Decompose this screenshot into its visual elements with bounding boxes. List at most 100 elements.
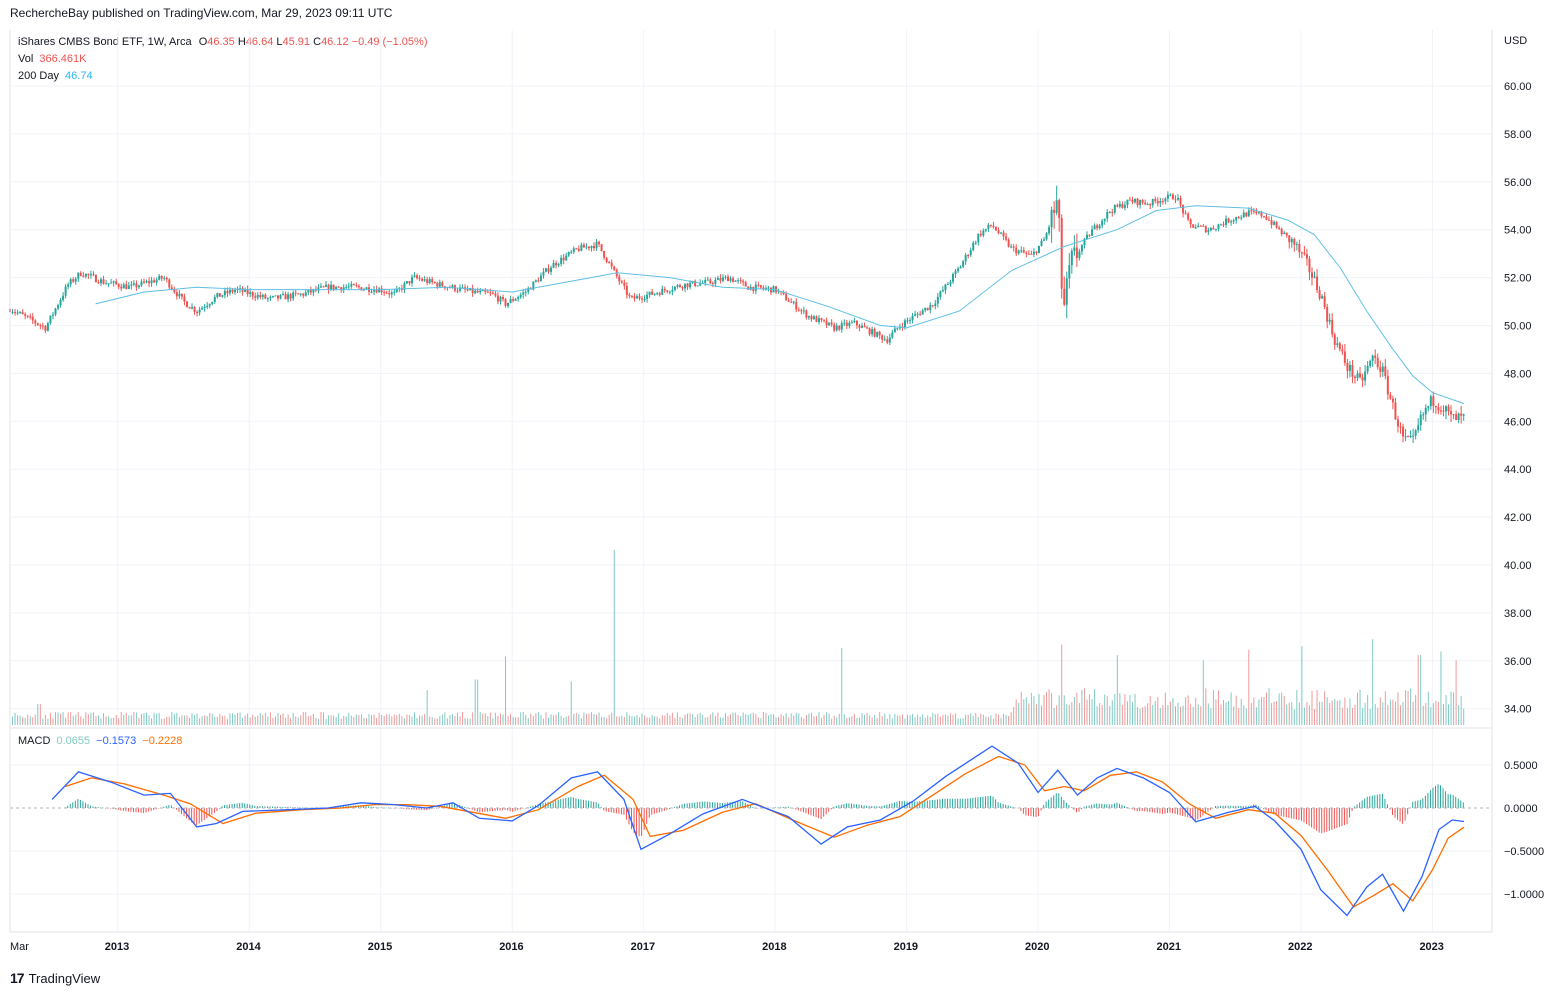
volume-bar bbox=[408, 714, 410, 725]
candle-body bbox=[1156, 200, 1159, 204]
volume-bar bbox=[1159, 707, 1161, 725]
macd-histogram-bar bbox=[393, 808, 395, 809]
macd-histogram-bar bbox=[517, 808, 519, 811]
macd-histogram-bar bbox=[1154, 808, 1156, 813]
candle-body bbox=[1245, 212, 1248, 217]
volume-bar bbox=[1190, 703, 1192, 725]
candle-body bbox=[249, 292, 252, 294]
volume-bar bbox=[747, 714, 749, 725]
candle-body bbox=[375, 289, 378, 293]
price-candles bbox=[9, 185, 1465, 443]
macd-histogram-bar bbox=[681, 804, 683, 808]
volume-bar bbox=[575, 712, 577, 725]
macd-histogram-bar bbox=[1116, 802, 1118, 808]
price-axis[interactable]: 60.0058.0056.0054.0052.0050.0048.0046.00… bbox=[1504, 81, 1532, 716]
ma-label[interactable]: 200 Day bbox=[18, 70, 59, 82]
macd-legend: MACD 0.0655 −0.1573 −0.2228 bbox=[18, 735, 182, 747]
volume-bar bbox=[578, 714, 580, 725]
volume-bar bbox=[1063, 695, 1065, 725]
macd-histogram-bar bbox=[1007, 805, 1009, 808]
candle-body bbox=[1369, 360, 1372, 366]
macd-histogram-bar bbox=[1447, 794, 1449, 808]
volume-bar bbox=[95, 715, 97, 725]
candle-body bbox=[534, 280, 537, 282]
macd-histogram-bar bbox=[641, 808, 643, 837]
macd-histogram-bar bbox=[1369, 796, 1371, 808]
volume-bar bbox=[1076, 692, 1078, 725]
candle-body bbox=[1078, 251, 1081, 258]
volume-bar bbox=[1139, 708, 1141, 725]
candle-body bbox=[1184, 213, 1187, 215]
time-axis[interactable]: Mar 2013 2014 2015 2016 2017 2018 2019 2020 2021 2… bbox=[10, 941, 1444, 953]
volume-bar bbox=[285, 717, 287, 725]
volume-bar bbox=[1111, 700, 1113, 725]
macd-histogram-bar bbox=[666, 808, 668, 810]
candle-body bbox=[1235, 217, 1238, 221]
time-tick-label: 2022 bbox=[1288, 941, 1312, 953]
volume-bar bbox=[388, 714, 390, 725]
macd-histogram-bar bbox=[1053, 795, 1055, 808]
volume-bar bbox=[1374, 704, 1376, 725]
macd-histogram-bar bbox=[385, 807, 387, 809]
volume-bar bbox=[884, 713, 886, 725]
volume-bar bbox=[431, 717, 433, 725]
volume-bar bbox=[727, 716, 729, 725]
candle-body bbox=[416, 275, 419, 279]
macd-histogram-bar bbox=[802, 808, 804, 813]
macd-label[interactable]: MACD bbox=[18, 735, 51, 747]
candle-body bbox=[322, 286, 325, 288]
macd-tick-label: −0.5000 bbox=[1504, 846, 1544, 858]
candle-body bbox=[623, 282, 626, 286]
volume-bar bbox=[1346, 708, 1348, 725]
macd-histogram-bar bbox=[77, 799, 79, 808]
macd-histogram-bar bbox=[155, 808, 157, 810]
macd-histogram-bar bbox=[170, 805, 172, 808]
macd-histogram-bar bbox=[188, 808, 190, 821]
macd-histogram-bar bbox=[598, 803, 600, 808]
candle-body bbox=[946, 283, 949, 285]
candle-body bbox=[1432, 396, 1435, 406]
brand-name[interactable]: TradingView bbox=[28, 970, 101, 986]
volume-bar bbox=[108, 716, 110, 725]
macd-histogram-bar bbox=[1108, 804, 1110, 808]
volume-bar bbox=[1399, 705, 1401, 725]
volume-bar bbox=[633, 716, 635, 725]
macd-histogram-bar bbox=[297, 807, 299, 808]
candle-body bbox=[1116, 205, 1119, 207]
candle-body bbox=[46, 323, 49, 331]
time-tick-label: 2017 bbox=[631, 941, 655, 953]
volume-bar bbox=[889, 714, 891, 725]
macd-histogram-bar bbox=[722, 802, 724, 808]
volume-label[interactable]: Vol bbox=[18, 53, 34, 65]
volume-bar bbox=[985, 716, 987, 725]
candle-body bbox=[163, 277, 166, 279]
volume-bar bbox=[1357, 692, 1359, 725]
candle-body bbox=[959, 266, 962, 269]
time-tick-label: 2019 bbox=[894, 941, 918, 953]
macd-histogram-bar bbox=[919, 801, 921, 808]
candle-body bbox=[193, 307, 196, 313]
volume-bar bbox=[1455, 660, 1457, 725]
macd-histogram-bar bbox=[1139, 808, 1141, 812]
volume-bar bbox=[421, 715, 423, 725]
volume-bar bbox=[113, 717, 115, 725]
macd-histogram-bar bbox=[168, 805, 170, 808]
candle-body bbox=[428, 279, 431, 283]
macd-histogram-bar bbox=[464, 806, 466, 808]
macd-histogram-bar bbox=[1235, 805, 1237, 808]
volume-bar bbox=[497, 715, 499, 725]
volume-bar bbox=[1192, 706, 1194, 725]
symbol-legend: iShares CMBS Bond ETF, 1W, Arca O46.35 H… bbox=[18, 36, 428, 48]
symbol-name[interactable]: iShares CMBS Bond ETF, 1W, Arca bbox=[18, 36, 192, 48]
volume-bar bbox=[1298, 702, 1300, 725]
tradingview-logo-icon[interactable]: 17 bbox=[10, 970, 25, 986]
volume-bar bbox=[105, 716, 107, 725]
macd-histogram-bar bbox=[1174, 808, 1176, 814]
volume-bar bbox=[611, 712, 613, 725]
volume-bar bbox=[254, 716, 256, 725]
macd-histogram-bar bbox=[1280, 808, 1282, 817]
volume-bar bbox=[1038, 694, 1040, 725]
volume-bar bbox=[585, 713, 587, 725]
